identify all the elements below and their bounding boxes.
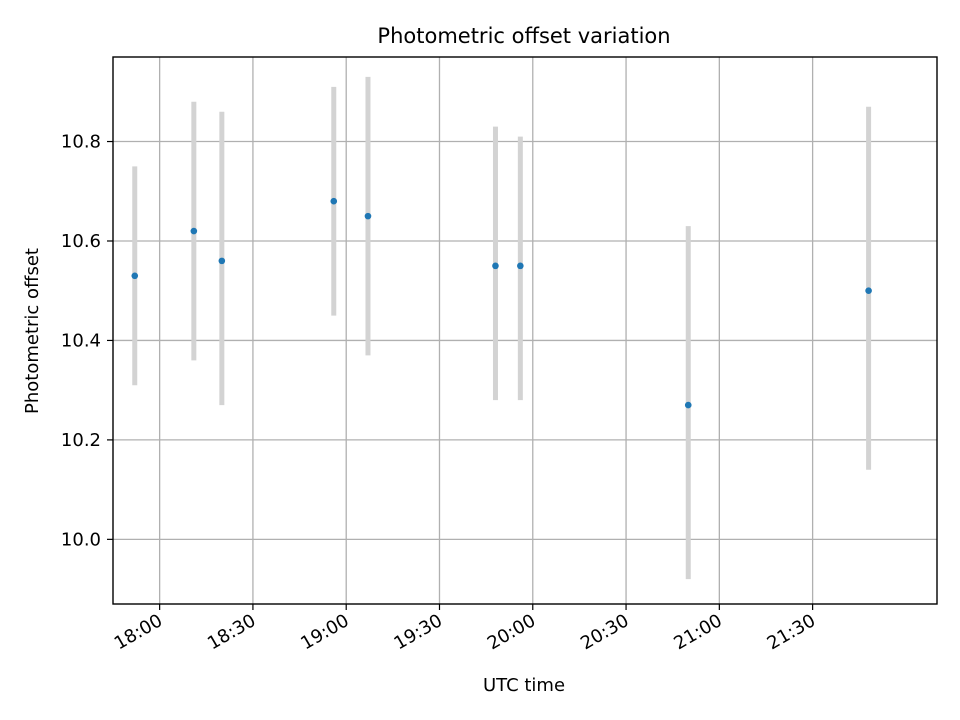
- x-axis-label: UTC time: [483, 675, 565, 696]
- data-point: [865, 287, 872, 295]
- data-points: [131, 197, 872, 409]
- y-tick-label: 10.6: [61, 231, 101, 252]
- data-point: [492, 262, 499, 270]
- plot-frame: [112, 56, 938, 605]
- y-tick-label: 10.2: [61, 430, 101, 451]
- data-point: [131, 272, 139, 280]
- data-point: [684, 401, 692, 409]
- y-axis-label: Photometric offset: [22, 248, 43, 414]
- grid: [113, 57, 937, 604]
- chart-title: Photometric offset variation: [377, 24, 670, 48]
- data-point: [218, 257, 226, 265]
- data-point: [330, 197, 338, 205]
- data-point: [190, 227, 198, 235]
- data-point: [364, 212, 372, 220]
- y-tick-label: 10.0: [61, 529, 101, 550]
- data-point: [517, 262, 524, 270]
- y-tick-label: 10.8: [61, 132, 101, 153]
- y-tick-label: 10.4: [61, 330, 101, 351]
